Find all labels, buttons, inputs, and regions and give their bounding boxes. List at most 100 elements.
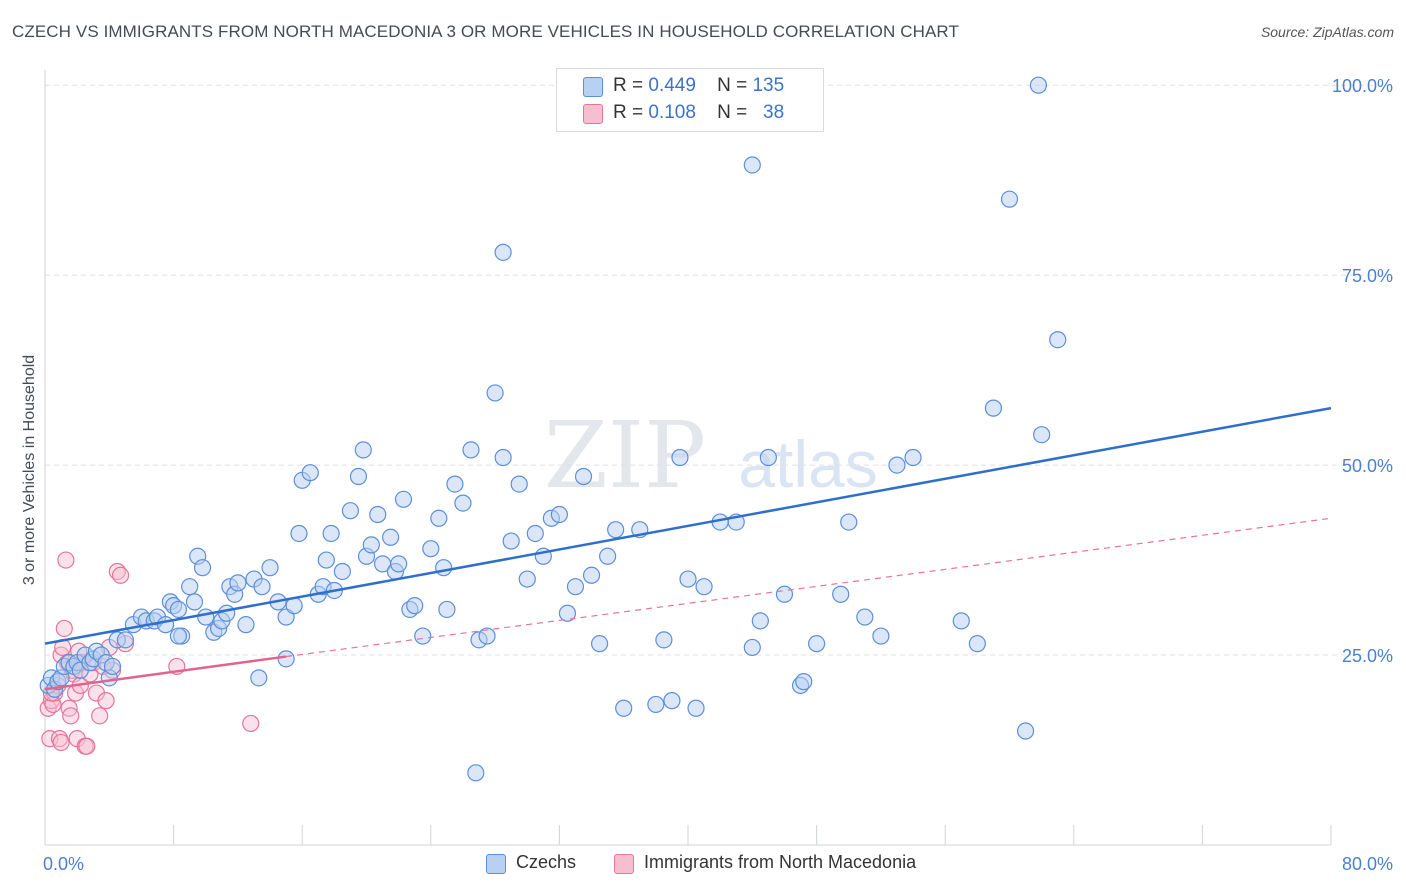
grid-lines bbox=[45, 84, 1393, 656]
czechs-point bbox=[394, 490, 413, 508]
chart-title: CZECH VS IMMIGRANTS FROM NORTH MACEDONIA… bbox=[12, 22, 959, 41]
czechs-point bbox=[430, 509, 448, 527]
tick-labels: 25.0% 50.0% 75.0% 100.0% 0.0% 80.0% bbox=[43, 76, 1393, 874]
czechs-point bbox=[494, 243, 512, 261]
macedonia-legend-swatch bbox=[614, 854, 634, 874]
czechs-point bbox=[558, 604, 577, 622]
macedonia-point bbox=[41, 730, 59, 748]
macedonia-r-value: 0.108 bbox=[648, 102, 696, 123]
czechs-point bbox=[486, 384, 504, 402]
macedonia-swatch bbox=[583, 104, 603, 124]
czechs-point bbox=[253, 578, 271, 596]
watermark-atlas: atlas bbox=[738, 427, 877, 501]
czechs-point bbox=[116, 631, 134, 649]
czechs-point bbox=[582, 566, 601, 584]
czechs-point bbox=[382, 528, 400, 546]
czechs-point bbox=[1029, 76, 1048, 94]
macedonia-point bbox=[111, 566, 130, 584]
czechs-point bbox=[607, 521, 625, 539]
czechs-r-label: R = bbox=[613, 75, 644, 96]
czechs-point bbox=[369, 505, 387, 524]
czechs-point bbox=[550, 505, 569, 524]
czechs-point bbox=[467, 764, 485, 782]
czechs-point bbox=[218, 604, 236, 622]
czechs-legend-swatch bbox=[486, 854, 506, 874]
y-tick-label: 50.0% bbox=[1342, 456, 1393, 476]
czechs-point bbox=[250, 669, 268, 687]
czechs-point bbox=[169, 627, 188, 645]
czechs-point bbox=[103, 657, 122, 676]
macedonia-trend-extension bbox=[286, 517, 1332, 658]
czechs-point bbox=[1016, 722, 1035, 740]
czechs-point bbox=[599, 547, 617, 565]
x-tick-label: 0.0% bbox=[43, 854, 84, 874]
czechs-point bbox=[888, 456, 906, 474]
czechs-point bbox=[743, 156, 761, 174]
czechs-point bbox=[185, 593, 204, 611]
czechs-point bbox=[261, 559, 279, 577]
czechs-point bbox=[333, 562, 351, 581]
czechs-point bbox=[1033, 426, 1051, 444]
czechs-point bbox=[1000, 190, 1019, 208]
czechs-point bbox=[478, 627, 496, 645]
czechs-point bbox=[807, 635, 826, 653]
macedonia-point bbox=[97, 692, 115, 710]
macedonia-point bbox=[62, 707, 80, 725]
czechs-swatch bbox=[583, 77, 603, 97]
czechs-point bbox=[229, 574, 247, 592]
czechs-point bbox=[751, 612, 769, 630]
czechs-point bbox=[156, 616, 175, 634]
czechs-n-value: 135 bbox=[752, 75, 785, 96]
macedonia-point bbox=[55, 619, 73, 638]
czechs-point bbox=[193, 559, 212, 577]
macedonia-legend-label: Immigrants from North Macedonia bbox=[644, 852, 917, 872]
czechs-point bbox=[574, 467, 593, 486]
czechs-point bbox=[301, 464, 319, 482]
czechs-point bbox=[518, 570, 536, 588]
czechs-point bbox=[181, 578, 199, 596]
czechs-point bbox=[695, 578, 713, 596]
czechs-point bbox=[968, 635, 986, 653]
source-label: Source: ZipAtlas.com bbox=[1260, 24, 1394, 40]
czechs-r-value: 0.449 bbox=[648, 75, 696, 96]
czechs-point bbox=[590, 635, 609, 653]
czechs-point bbox=[743, 638, 761, 657]
macedonia-n-value: 38 bbox=[763, 102, 785, 123]
czechs-point bbox=[446, 475, 464, 493]
macedonia-trend-line bbox=[44, 655, 287, 691]
trend-lines bbox=[44, 406, 1332, 691]
czechs-point bbox=[663, 692, 681, 710]
czechs-point bbox=[1049, 331, 1067, 349]
czechs-point bbox=[438, 600, 456, 619]
czechs-legend-label: Czechs bbox=[516, 852, 577, 872]
czechs-point bbox=[362, 536, 380, 554]
czechs-point bbox=[197, 608, 215, 626]
macedonia-r-label: R = bbox=[613, 102, 644, 123]
czechs-point bbox=[775, 585, 794, 603]
macedonia-point bbox=[78, 737, 96, 755]
czechs-point bbox=[832, 585, 850, 603]
czechs-point bbox=[390, 555, 408, 573]
czechs-point bbox=[435, 559, 453, 577]
macedonia-n-label: N = bbox=[717, 102, 748, 123]
czechs-point bbox=[566, 578, 585, 596]
czechs-point bbox=[840, 513, 858, 531]
macedonia-point bbox=[242, 714, 260, 733]
x-tick-label: 80.0% bbox=[1342, 854, 1393, 874]
czechs-point bbox=[872, 627, 890, 645]
czechs-point bbox=[454, 494, 472, 512]
czechs-trend-line bbox=[44, 406, 1332, 645]
macedonia-point bbox=[91, 707, 109, 725]
czechs-point bbox=[952, 612, 970, 630]
czechs-point bbox=[290, 524, 308, 543]
czechs-point bbox=[277, 650, 295, 668]
czechs-point bbox=[237, 616, 255, 634]
czechs-point bbox=[759, 448, 777, 467]
czechs-point bbox=[679, 570, 697, 588]
czechs-point bbox=[406, 597, 424, 615]
czechs-point bbox=[687, 699, 705, 717]
axes bbox=[44, 70, 1332, 846]
czechs-point bbox=[856, 608, 874, 626]
czechs-point bbox=[354, 441, 372, 459]
y-tick-label: 25.0% bbox=[1342, 646, 1393, 666]
